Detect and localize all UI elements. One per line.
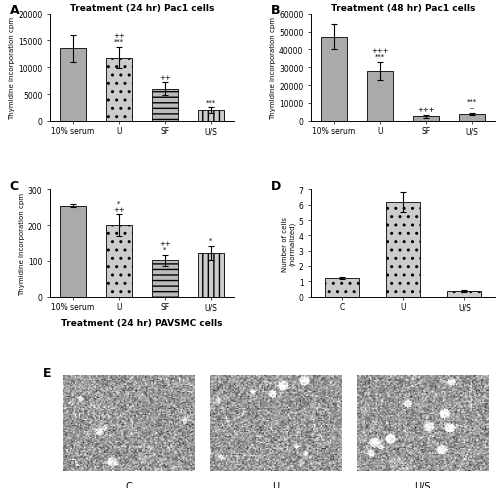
X-axis label: Treatment (24 hr) PAVSMC cells: Treatment (24 hr) PAVSMC cells xyxy=(61,319,222,327)
Bar xyxy=(325,279,358,297)
Text: ++: ++ xyxy=(159,74,171,81)
Bar xyxy=(152,89,178,122)
Text: D: D xyxy=(270,180,281,192)
Y-axis label: Thymidine incorporation cpm: Thymidine incorporation cpm xyxy=(19,192,25,295)
Bar xyxy=(460,115,484,122)
Text: C: C xyxy=(10,180,18,192)
Text: +++: +++ xyxy=(417,107,435,113)
Bar xyxy=(448,292,481,297)
Bar xyxy=(414,117,438,122)
Text: ++
***: ++ *** xyxy=(113,33,125,45)
Text: E: E xyxy=(44,366,52,380)
Bar xyxy=(198,253,224,297)
Y-axis label: Thymidine incorporation cpm: Thymidine incorporation cpm xyxy=(270,17,276,120)
Bar xyxy=(198,111,224,122)
Text: *
++: * ++ xyxy=(113,200,125,212)
Bar xyxy=(60,49,86,122)
Title: Treatment (24 hr) Pac1 cells: Treatment (24 hr) Pac1 cells xyxy=(70,3,214,13)
Text: B: B xyxy=(270,4,280,17)
Bar xyxy=(106,59,132,122)
Y-axis label: Thymidine incorporation cpm: Thymidine incorporation cpm xyxy=(10,17,16,120)
Bar xyxy=(322,38,346,122)
Bar xyxy=(386,203,420,297)
Title: Treatment (48 hr) Pac1 cells: Treatment (48 hr) Pac1 cells xyxy=(331,3,475,13)
Bar xyxy=(368,72,392,122)
Text: C: C xyxy=(126,481,132,488)
Text: A: A xyxy=(10,4,19,17)
Text: ++
*: ++ * xyxy=(159,240,171,253)
Bar xyxy=(60,206,86,297)
Text: ***: *** xyxy=(206,100,216,105)
Text: +++
***: +++ *** xyxy=(372,48,389,60)
Bar xyxy=(152,261,178,297)
Text: U: U xyxy=(272,481,280,488)
Text: *: * xyxy=(209,237,212,244)
Text: ***
--: *** -- xyxy=(467,99,477,111)
Text: U/S: U/S xyxy=(414,481,431,488)
Y-axis label: Number of cells
(normalized): Number of cells (normalized) xyxy=(282,216,296,271)
Bar xyxy=(106,226,132,297)
